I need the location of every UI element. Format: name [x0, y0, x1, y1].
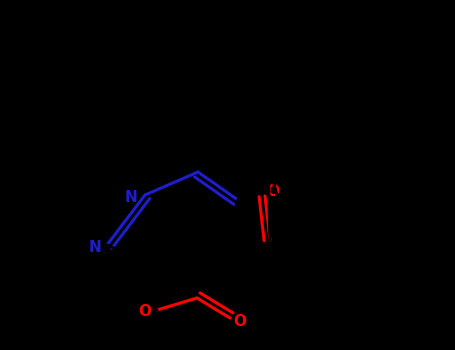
Text: O: O	[138, 304, 152, 320]
Text: O: O	[233, 315, 247, 329]
Text: O: O	[267, 184, 279, 200]
Text: N: N	[89, 239, 101, 254]
Text: N: N	[125, 189, 137, 204]
